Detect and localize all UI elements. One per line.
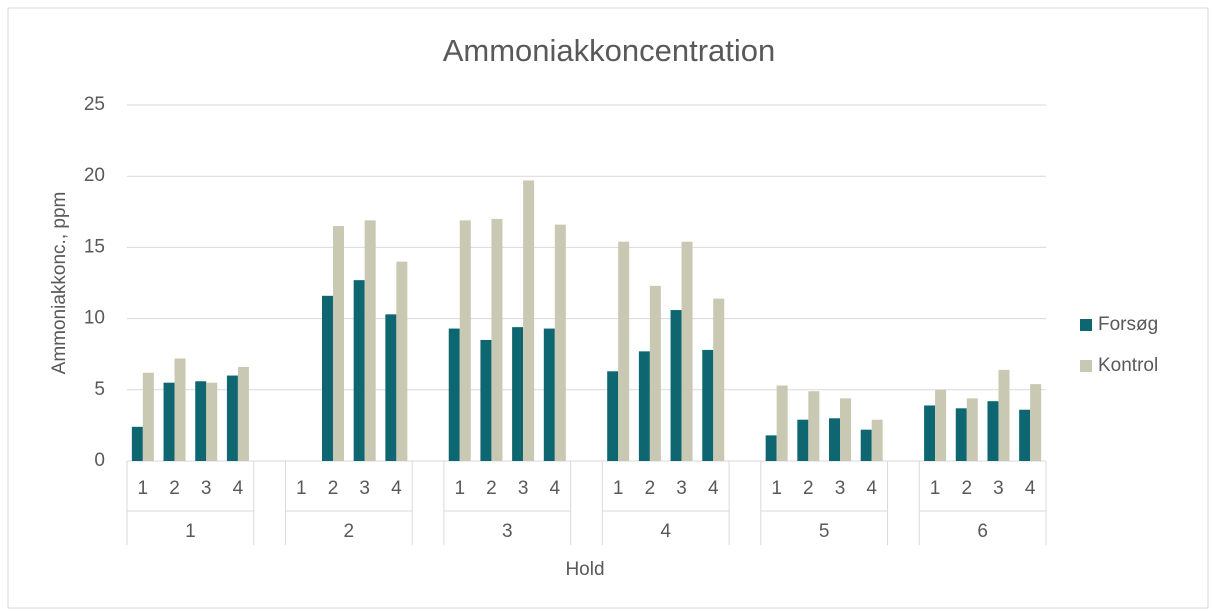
bar xyxy=(935,389,947,461)
x-tick-label: 4 xyxy=(866,478,877,499)
x-tick-label: 2 xyxy=(645,478,656,499)
bar xyxy=(607,371,619,461)
x-axis-label: Hold xyxy=(565,559,604,580)
bar xyxy=(955,408,967,461)
x-tick-label: 4 xyxy=(391,478,402,499)
bar xyxy=(713,298,725,461)
bar xyxy=(321,295,333,461)
x-tick-label: 2 xyxy=(169,478,180,499)
x-tick-label: 2 xyxy=(486,478,497,499)
bar xyxy=(987,401,999,461)
bar xyxy=(649,285,661,461)
group-label: 1 xyxy=(185,521,196,542)
bar xyxy=(808,391,820,461)
x-tick-label: 2 xyxy=(803,478,814,499)
bar xyxy=(459,220,471,461)
bar xyxy=(966,398,978,461)
group-label: 6 xyxy=(977,521,988,542)
bar xyxy=(702,349,714,461)
bar xyxy=(163,382,175,461)
bar xyxy=(364,220,376,461)
x-tick-label: 3 xyxy=(201,478,212,499)
legend-label: Kontrol xyxy=(1098,355,1158,376)
bar xyxy=(554,224,566,461)
legend-label: Forsøg xyxy=(1098,314,1158,335)
group-label: 5 xyxy=(819,521,830,542)
bar xyxy=(797,419,809,461)
bar xyxy=(924,405,936,461)
y-tick-label: 10 xyxy=(84,308,105,329)
bar xyxy=(1019,409,1031,461)
x-tick-label: 4 xyxy=(708,478,719,499)
bar xyxy=(860,429,872,461)
bar xyxy=(206,382,218,461)
bar xyxy=(840,398,852,461)
group-label: 4 xyxy=(660,521,671,542)
bar xyxy=(332,226,344,461)
group-label: 3 xyxy=(502,521,513,542)
x-tick-label: 1 xyxy=(930,478,941,499)
y-tick-label: 0 xyxy=(94,450,105,471)
y-tick-label: 15 xyxy=(84,236,105,257)
legend-swatch xyxy=(1080,360,1092,372)
x-tick-label: 3 xyxy=(993,478,1004,499)
y-tick-label: 20 xyxy=(84,165,105,186)
x-tick-label: 2 xyxy=(328,478,339,499)
x-tick-label: 3 xyxy=(835,478,846,499)
x-tick-label: 1 xyxy=(296,478,307,499)
chart-border xyxy=(7,7,1209,609)
chart-title: Ammoniakkoncentration xyxy=(443,33,776,68)
bar xyxy=(670,310,682,461)
bar xyxy=(396,261,408,461)
bar xyxy=(765,435,777,461)
x-tick-label: 3 xyxy=(676,478,687,499)
bar xyxy=(491,218,503,461)
bar xyxy=(353,280,365,461)
bar xyxy=(1030,384,1042,461)
bar xyxy=(480,339,492,461)
bar xyxy=(681,241,693,461)
x-tick-label: 1 xyxy=(613,478,624,499)
bar xyxy=(226,375,238,461)
x-tick-label: 1 xyxy=(454,478,465,499)
x-tick-label: 4 xyxy=(550,478,561,499)
bar xyxy=(871,419,883,461)
bar xyxy=(174,358,186,461)
x-tick-label: 2 xyxy=(961,478,972,499)
bar xyxy=(237,367,249,461)
bar xyxy=(543,328,555,461)
y-tick-label: 25 xyxy=(84,94,105,115)
y-tick-label: 5 xyxy=(94,379,105,400)
bar xyxy=(512,327,524,461)
bar xyxy=(385,314,397,461)
bar xyxy=(131,426,143,461)
bar xyxy=(829,418,841,461)
bar xyxy=(776,385,788,461)
bar xyxy=(638,351,650,461)
x-tick-label: 1 xyxy=(771,478,782,499)
bar xyxy=(618,241,630,461)
x-tick-label: 1 xyxy=(138,478,149,499)
bar xyxy=(195,381,207,461)
bar xyxy=(448,328,460,461)
bar xyxy=(142,372,154,461)
x-tick-label: 4 xyxy=(1025,478,1036,499)
x-tick-label: 3 xyxy=(359,478,370,499)
y-axis-label: Ammoniakkonc., ppm xyxy=(49,192,70,375)
x-tick-label: 3 xyxy=(518,478,529,499)
legend-swatch xyxy=(1080,319,1092,331)
x-tick-label: 4 xyxy=(233,478,244,499)
group-label: 2 xyxy=(344,521,355,542)
bar xyxy=(523,180,535,462)
bar xyxy=(998,369,1010,461)
